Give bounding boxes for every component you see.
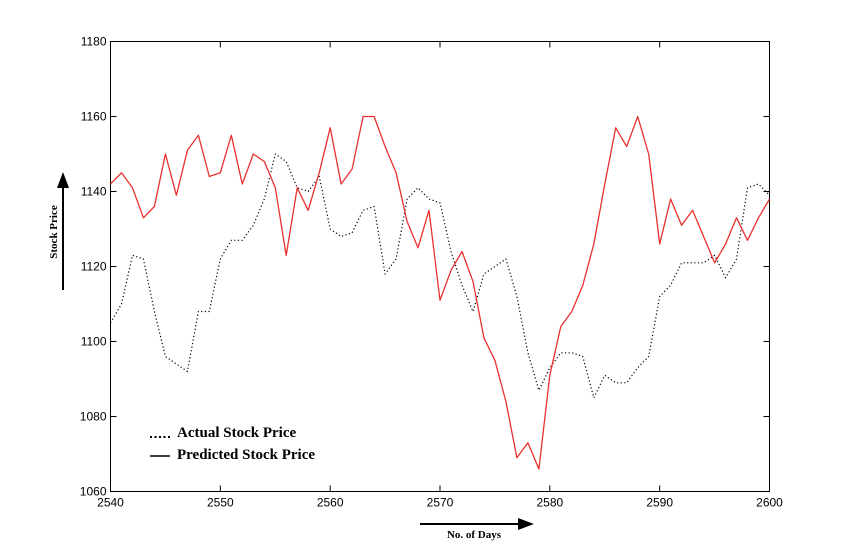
series-layer <box>109 115 771 470</box>
y-tick-label: 1100 <box>81 335 107 349</box>
y-axis-ticks: 1060 1080 1100 1120 1140 1160 1180 <box>80 35 770 499</box>
y-tick-label: 1080 <box>80 410 107 424</box>
x-tick-label: 2600 <box>756 496 783 510</box>
x-tick-label: 2580 <box>536 496 563 510</box>
y-tick-label: 1120 <box>81 260 107 274</box>
y-axis-arrow-head <box>57 172 69 188</box>
x-tick-label: 2540 <box>97 496 124 510</box>
plot-frame <box>110 41 770 492</box>
legend: Actual Stock Price Predicted Stock Price <box>150 425 315 463</box>
y-axis-title-group: Stock Price <box>48 172 69 290</box>
x-axis-title: No. of Days <box>447 529 502 541</box>
y-tick-label: 1180 <box>81 35 107 49</box>
predicted-price-line <box>110 115 771 470</box>
x-tick-label: 2560 <box>317 496 344 510</box>
x-tick-label: 2570 <box>427 496 454 510</box>
y-tick-label: 1060 <box>80 485 107 499</box>
actual-price-line <box>109 153 770 399</box>
x-tick-label: 2550 <box>207 496 234 510</box>
y-axis-title: Stock Price <box>48 205 60 259</box>
x-axis-arrow-head <box>518 518 534 530</box>
x-axis-title-group: No. of Days <box>420 518 534 541</box>
y-tick-label: 1160 <box>81 110 107 124</box>
x-axis-ticks: 2540 2550 2560 2570 2580 2590 2600 <box>97 41 783 510</box>
x-tick-label: 2590 <box>646 496 673 510</box>
legend-predicted-label: Predicted Stock Price <box>177 447 315 463</box>
legend-actual-label: Actual Stock Price <box>177 425 296 441</box>
y-tick-label: 1140 <box>81 185 107 199</box>
